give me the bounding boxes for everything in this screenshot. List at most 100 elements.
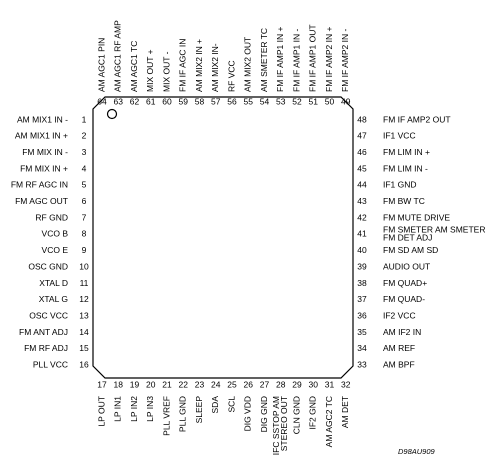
- pin-label: AM AGC1 PIN: [96, 38, 106, 92]
- pin-label: IF1 GND: [383, 180, 417, 190]
- pin-number: 59: [179, 96, 189, 106]
- pin-label: AUDIO OUT: [383, 261, 430, 271]
- pin-number: 19: [130, 379, 140, 389]
- pin-number: 34: [357, 343, 367, 353]
- pin-label: FM LIM IN +: [383, 147, 430, 157]
- pin-number: 18: [114, 379, 124, 389]
- pin-label: RF VCC: [226, 60, 236, 92]
- pin-label: AM AGC1 TC: [129, 41, 139, 92]
- pin-label: FM IF AMP1 IN +: [275, 27, 285, 92]
- pin-number: 41: [357, 229, 367, 239]
- pin-label: FM IF AMP2 IN +: [324, 27, 334, 92]
- pin-label: FM MUTE DRIVE: [383, 212, 450, 222]
- pin1-marker: [106, 108, 118, 120]
- pin-number: 36: [357, 310, 367, 320]
- pin-number: 27: [260, 379, 270, 389]
- pin-label: IFC SSTOP AM: [271, 396, 281, 455]
- pin-label: MIX OUT -: [161, 51, 171, 92]
- pin-number: 8: [82, 229, 87, 239]
- pin-number: 6: [82, 196, 87, 206]
- pin-label: AM MIX2 IN-: [210, 43, 220, 92]
- pin-number: 30: [309, 379, 319, 389]
- pin-label: DIG VDD: [243, 396, 253, 431]
- pin-label: DIG GND: [259, 396, 269, 432]
- pin-number: 42: [357, 212, 367, 222]
- pin-number: 37: [357, 294, 367, 304]
- pin-number: 32: [341, 379, 351, 389]
- pin-number: 49: [341, 96, 351, 106]
- pin-label: LP OUT: [96, 396, 106, 427]
- pin-label: FM IF AMP1 IN -: [291, 29, 301, 92]
- chip-body: [92, 96, 354, 379]
- pin-label: RF GND: [35, 212, 68, 222]
- pin-number: 15: [79, 343, 89, 353]
- pin-number: 58: [195, 96, 205, 106]
- pin-number: 35: [357, 327, 367, 337]
- pin-label: CLN GND: [291, 396, 301, 434]
- pin-label: FM AGC OUT: [15, 196, 68, 206]
- pin-number: 50: [325, 96, 335, 106]
- pin-label: LP IN1: [113, 396, 123, 422]
- pin-label: SDA: [210, 396, 220, 414]
- pin-label: FM IF AMP1 OUT: [308, 24, 318, 92]
- pin-label: AM DET: [340, 396, 350, 428]
- pin-number: 17: [97, 379, 107, 389]
- pin-label: OSC VCC: [29, 310, 68, 320]
- pin-number: 38: [357, 278, 367, 288]
- pin-label: AM MIX1 IN +: [15, 131, 68, 141]
- pin-label: FM DET ADJ: [383, 233, 432, 243]
- pin-label: VCO E: [42, 245, 69, 255]
- pin-label: OSC GND: [28, 261, 68, 271]
- pin-number: 1: [82, 114, 87, 124]
- pin-number: 21: [162, 379, 172, 389]
- pin-number: 23: [195, 379, 205, 389]
- pin-label: FM MIX IN -: [22, 147, 68, 157]
- pin-number: 47: [357, 131, 367, 141]
- pin-number: 24: [211, 379, 221, 389]
- pin-label: FM RF AGC IN: [11, 180, 68, 190]
- pin-label: FM QUAD+: [383, 278, 427, 288]
- pin-number: 11: [80, 278, 89, 288]
- pin-label: SCL: [226, 396, 236, 413]
- pin-number: 33: [357, 360, 367, 370]
- pin-number: 20: [146, 379, 156, 389]
- pin-number: 55: [244, 96, 254, 106]
- pin-label: PLL VREF: [161, 396, 171, 436]
- pin-label: FM LIM IN -: [383, 163, 428, 173]
- pin-label: IF2 GND: [308, 396, 318, 430]
- pin-label: SLEEP: [194, 396, 204, 424]
- pin-label: VCO B: [42, 229, 69, 239]
- pin-number: 12: [79, 294, 89, 304]
- pin-number: 51: [309, 96, 319, 106]
- pin-number: 22: [179, 379, 189, 389]
- pin-number: 63: [114, 96, 124, 106]
- pin-number: 61: [146, 96, 156, 106]
- pin-label: PLL GND: [178, 396, 188, 432]
- pin-label: AM AGC2 TC: [324, 396, 334, 447]
- pin-number: 52: [292, 96, 302, 106]
- pin-number: 45: [357, 163, 367, 173]
- pin-label: FM IF AMP2 IN -: [340, 29, 350, 92]
- pin-label: XTAL G: [39, 294, 68, 304]
- pin-label: FM IF AGC IN: [178, 39, 188, 92]
- pin-number: 56: [227, 96, 237, 106]
- pin-label: AM MIX2 OUT: [243, 37, 253, 92]
- drawing-id: D98AU909: [398, 447, 436, 456]
- pin-number: 2: [82, 131, 87, 141]
- pin-label: AM MIX1 IN -: [17, 114, 68, 124]
- pin-label: AM MIX2 IN +: [194, 39, 204, 92]
- pin-number: 13: [79, 310, 89, 320]
- pin-label: AM REF: [383, 343, 415, 353]
- pin-number: 26: [244, 379, 254, 389]
- pin-label: AM IF2 IN: [383, 327, 421, 337]
- pin-number: 64: [97, 96, 107, 106]
- pin-label: FM IF AMP2 OUT: [383, 114, 451, 124]
- pin-number: 9: [82, 245, 87, 255]
- pin-label: LP IN2: [129, 396, 139, 422]
- pin-number: 29: [292, 379, 302, 389]
- pin-number: 4: [82, 163, 87, 173]
- pin-number: 62: [130, 96, 140, 106]
- pin-number: 14: [79, 327, 89, 337]
- pin-number: 25: [227, 379, 237, 389]
